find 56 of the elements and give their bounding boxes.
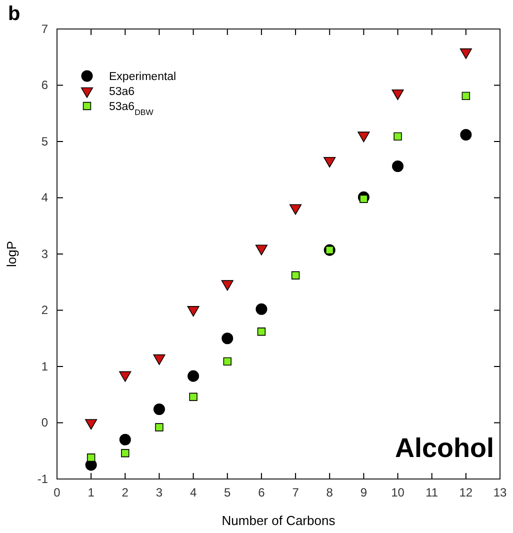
x-tick-label: 4	[190, 486, 197, 500]
y-tick-label: 2	[41, 303, 48, 318]
point	[121, 449, 130, 458]
point	[119, 371, 132, 382]
y-tick-label: 3	[41, 246, 48, 261]
y-tick-label: 4	[41, 190, 48, 205]
x-tick-label: 9	[360, 486, 368, 500]
x-tick-label: 7	[292, 486, 300, 500]
point	[223, 357, 232, 366]
point	[187, 306, 200, 317]
point	[460, 129, 472, 140]
x-tick-label: 0	[54, 486, 61, 500]
x-axis-title: Number of Carbons	[222, 513, 336, 528]
point	[153, 354, 166, 365]
y-axis-title: logP	[4, 240, 19, 268]
legend-label: 53a6$_{DBW}$	[109, 101, 154, 116]
point	[291, 271, 300, 280]
x-tick-label: 1	[88, 486, 95, 500]
x-tick-label: 3	[156, 486, 163, 500]
point	[392, 160, 404, 172]
point	[392, 89, 404, 100]
point	[290, 204, 302, 215]
point	[221, 280, 234, 291]
y-tick-label: 7	[41, 22, 48, 36]
point	[222, 332, 234, 344]
x-tick-label: 5	[224, 486, 232, 500]
point	[119, 434, 131, 446]
x-tick-label: 2	[122, 486, 129, 500]
legend-label: Experimental	[109, 71, 176, 83]
point	[462, 92, 470, 100]
point	[86, 454, 96, 462]
annotation: Alcohol	[395, 433, 494, 463]
point	[155, 423, 164, 432]
y-tick-label: 5	[41, 134, 48, 148]
y-tick-label: -1	[37, 472, 48, 486]
point	[256, 303, 268, 315]
point	[153, 404, 165, 415]
y-tick-label: 0	[41, 416, 48, 430]
x-tick-label: 6	[258, 486, 266, 500]
x-tick-label: 13	[493, 486, 507, 500]
x-tick-label: 10	[391, 486, 405, 500]
point	[257, 328, 266, 336]
point	[460, 48, 472, 59]
point	[394, 132, 402, 141]
chart-title: b	[8, 3, 20, 25]
y-tick-label: 1	[41, 359, 48, 374]
legend-label: 53a6	[109, 86, 135, 98]
point	[189, 392, 198, 401]
y-tick-label: 6	[41, 78, 48, 92]
point	[255, 244, 268, 256]
point	[358, 132, 370, 142]
point	[188, 370, 200, 382]
x-tick-label: 8	[326, 486, 334, 500]
point	[324, 156, 336, 168]
x-tick-label: 12	[459, 486, 473, 500]
x-tick-label: 11	[426, 486, 438, 500]
